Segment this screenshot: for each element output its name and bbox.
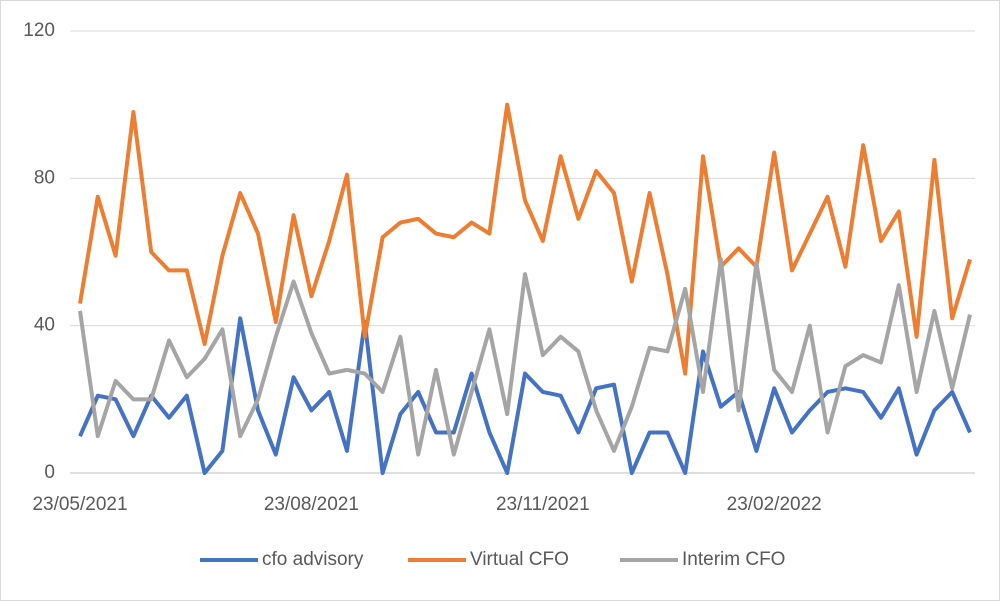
y-tick-label: 80 <box>34 167 55 188</box>
legend-label: Interim CFO <box>682 549 785 570</box>
legend-label: cfo advisory <box>262 549 364 570</box>
y-tick-label: 120 <box>23 20 55 41</box>
y-tick-label: 0 <box>44 462 55 483</box>
x-tick-label: 23/08/2021 <box>264 494 359 515</box>
series-line <box>78 102 972 376</box>
y-tick-label: 40 <box>34 315 55 336</box>
x-tick-label: 23/02/2022 <box>727 494 822 515</box>
series-line <box>78 257 972 457</box>
x-tick-label: 23/11/2021 <box>496 494 590 515</box>
legend-label: Virtual CFO <box>470 549 569 570</box>
x-tick-label: 23/05/2021 <box>32 494 127 515</box>
